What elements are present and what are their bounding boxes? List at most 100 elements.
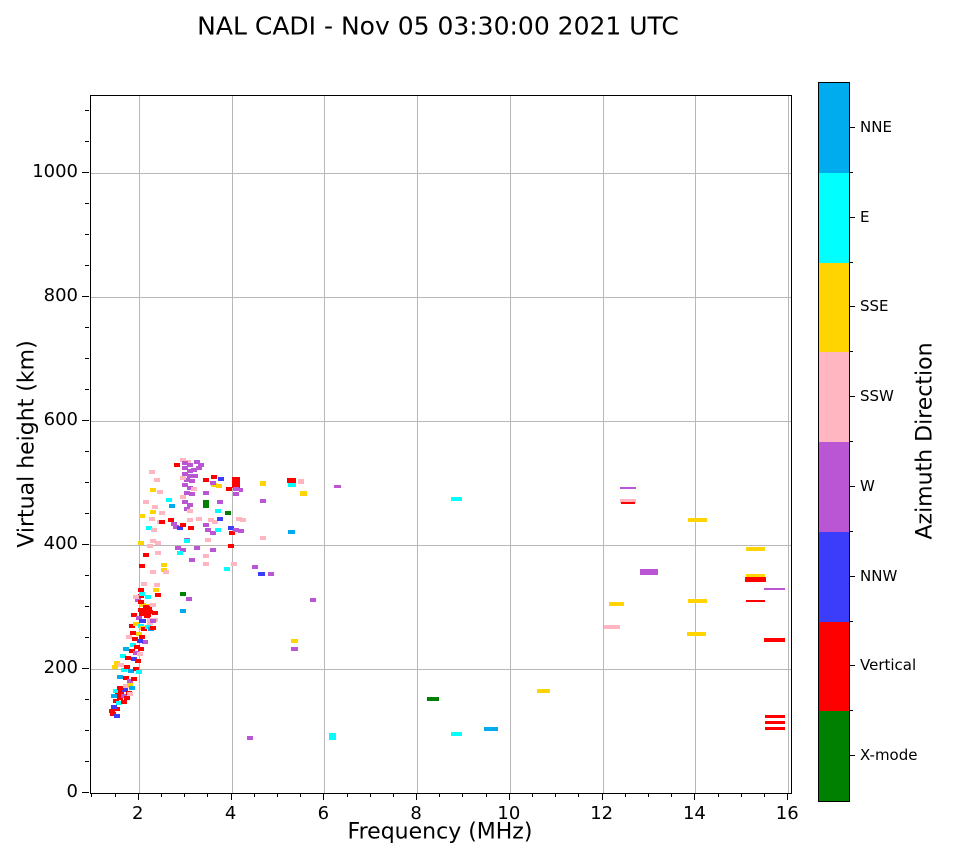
data-point — [134, 597, 141, 602]
x-minor-tick — [184, 793, 186, 797]
data-point — [287, 483, 296, 488]
data-point — [149, 619, 156, 624]
data-point — [110, 711, 117, 716]
data-point — [218, 476, 225, 481]
data-point — [309, 597, 316, 602]
data-point — [123, 647, 130, 652]
x-minor-tick — [207, 793, 209, 797]
data-point — [176, 550, 183, 555]
colorbar-boundary-tick — [849, 351, 853, 353]
data-point — [127, 691, 134, 696]
data-point — [228, 530, 235, 535]
data-point — [210, 548, 216, 553]
data-point — [155, 550, 162, 555]
data-point — [227, 543, 234, 548]
data-point — [120, 699, 127, 704]
data-point — [203, 504, 210, 509]
data-point — [121, 688, 128, 693]
data-point — [745, 576, 767, 582]
data-point — [139, 592, 146, 597]
data-point — [158, 519, 165, 524]
data-point — [149, 539, 156, 544]
y-tick-label: 800 — [43, 285, 78, 307]
data-point — [120, 694, 127, 699]
data-point — [145, 594, 152, 599]
data-point — [138, 541, 145, 546]
colorbar-tick-label: NNW — [860, 566, 898, 585]
data-point — [117, 674, 124, 679]
x-major-tick — [230, 793, 232, 800]
data-point — [138, 607, 145, 612]
data-point — [136, 638, 143, 643]
data-point — [191, 467, 198, 472]
x-minor-tick — [253, 793, 255, 797]
colorbar-tick-label: E — [860, 207, 870, 226]
data-point — [141, 581, 148, 586]
data-point — [148, 470, 155, 475]
x-minor-tick — [578, 793, 580, 797]
y-axis-label: Virtual height (km) — [14, 340, 40, 548]
x-minor-tick — [346, 793, 348, 797]
data-point — [134, 644, 141, 649]
data-point — [142, 608, 149, 613]
x-tick-label: 6 — [317, 803, 330, 824]
colorbar-center-tick — [849, 665, 855, 667]
data-point — [127, 668, 134, 673]
data-point — [126, 683, 133, 688]
data-point — [251, 564, 258, 569]
data-point — [290, 638, 298, 643]
data-point — [161, 567, 168, 572]
data-point — [427, 696, 440, 701]
data-point — [260, 499, 267, 504]
x-minor-tick — [717, 793, 719, 797]
x-major-tick — [137, 793, 139, 800]
data-point — [186, 473, 193, 478]
data-point — [207, 518, 214, 523]
y-major-tick — [82, 172, 89, 174]
data-point — [688, 518, 708, 523]
data-point — [763, 587, 785, 590]
x-minor-tick — [671, 793, 673, 797]
colorbar-tick-label: X-mode — [860, 746, 918, 765]
data-point — [179, 548, 186, 553]
x-minor-tick — [764, 793, 766, 797]
data-point — [145, 624, 152, 629]
y-minor-tick — [85, 730, 89, 732]
grid-line-vertical — [602, 96, 604, 793]
data-point — [216, 499, 223, 504]
data-point — [116, 701, 123, 706]
colorbar-center-tick — [849, 306, 855, 308]
data-point — [179, 609, 186, 614]
data-point — [196, 517, 203, 522]
data-point — [258, 571, 265, 576]
data-point — [290, 647, 298, 652]
colorbar-boundary-tick — [849, 710, 853, 712]
data-point — [299, 491, 307, 497]
data-point — [132, 667, 139, 672]
colorbar-tick-label: Vertical — [860, 656, 917, 675]
y-minor-tick — [85, 203, 89, 205]
y-tick-label: 1000 — [32, 161, 78, 183]
x-tick-label: 16 — [775, 803, 799, 824]
colorbar-center-tick — [849, 216, 855, 218]
data-point — [152, 504, 159, 509]
data-point — [156, 489, 163, 494]
data-point — [135, 631, 142, 636]
data-point — [186, 468, 193, 473]
colorbar-label: Azimuth Direction — [912, 342, 938, 540]
grid-line-vertical — [324, 96, 326, 793]
data-point — [179, 494, 186, 499]
data-point — [142, 499, 149, 504]
y-minor-tick — [85, 761, 89, 763]
data-point — [149, 569, 156, 574]
data-point — [122, 675, 129, 680]
data-point — [154, 582, 161, 587]
data-point — [184, 478, 191, 483]
data-point — [187, 525, 194, 530]
data-point — [224, 510, 231, 515]
colorbar-segment-sse — [819, 262, 849, 353]
data-point — [298, 478, 304, 484]
data-point — [130, 630, 137, 635]
data-point — [130, 642, 137, 647]
data-point — [162, 570, 169, 575]
